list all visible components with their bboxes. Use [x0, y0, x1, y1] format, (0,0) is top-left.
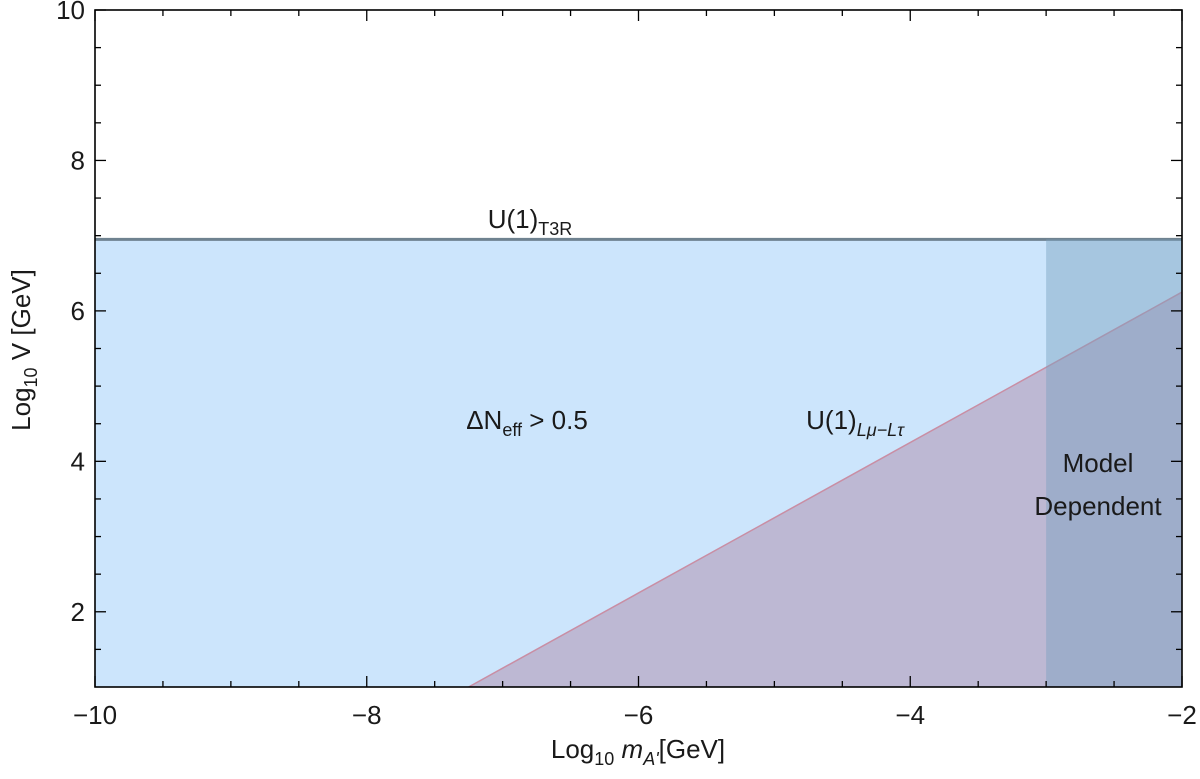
annotation: Model: [1063, 448, 1134, 478]
region-edge: [468, 291, 1183, 688]
text-part: A': [642, 749, 659, 769]
text-part: ΔN: [466, 405, 502, 435]
x-tick-label: −8: [352, 700, 382, 730]
text-part: Lμ−Lτ: [857, 420, 905, 440]
text-part: U(1): [806, 405, 857, 435]
annotation: ΔNeff > 0.5: [466, 405, 588, 440]
y-tick-label: 4: [71, 446, 85, 476]
text-part: V [GeV]: [6, 269, 36, 367]
plot-area: [95, 237, 1183, 688]
annotation: Dependent: [1034, 491, 1162, 521]
x-tick-label: −2: [1167, 700, 1197, 730]
x-tick-label: −4: [895, 700, 925, 730]
text-part: T3R: [538, 219, 572, 239]
annotation: U(1)T3R: [488, 204, 573, 239]
y-tick-label: 6: [71, 296, 85, 326]
x-axis-label: Log10 mA'[GeV]: [551, 734, 725, 769]
text-part: Dependent: [1034, 491, 1162, 521]
x-tick-label: −10: [73, 700, 117, 730]
y-tick-label: 8: [71, 145, 85, 175]
text-part: Model: [1063, 448, 1134, 478]
text-part: 10: [594, 749, 614, 769]
annotation: U(1)Lμ−Lτ: [806, 405, 905, 440]
text-part: m: [614, 734, 643, 764]
text-part: Log: [6, 387, 36, 430]
text-part: eff: [502, 420, 523, 440]
y-tick-label: 10: [56, 0, 85, 25]
text-part: > 0.5: [522, 405, 588, 435]
region: [1046, 239, 1182, 687]
y-axis-label: Log10 V [GeV]: [6, 269, 41, 431]
y-tick-label: 2: [71, 597, 85, 627]
text-part: 10: [21, 367, 41, 387]
text-part: [GeV]: [659, 734, 725, 764]
text-part: Log: [551, 734, 594, 764]
x-tick-label: −6: [624, 700, 654, 730]
text-part: U(1): [488, 204, 539, 234]
